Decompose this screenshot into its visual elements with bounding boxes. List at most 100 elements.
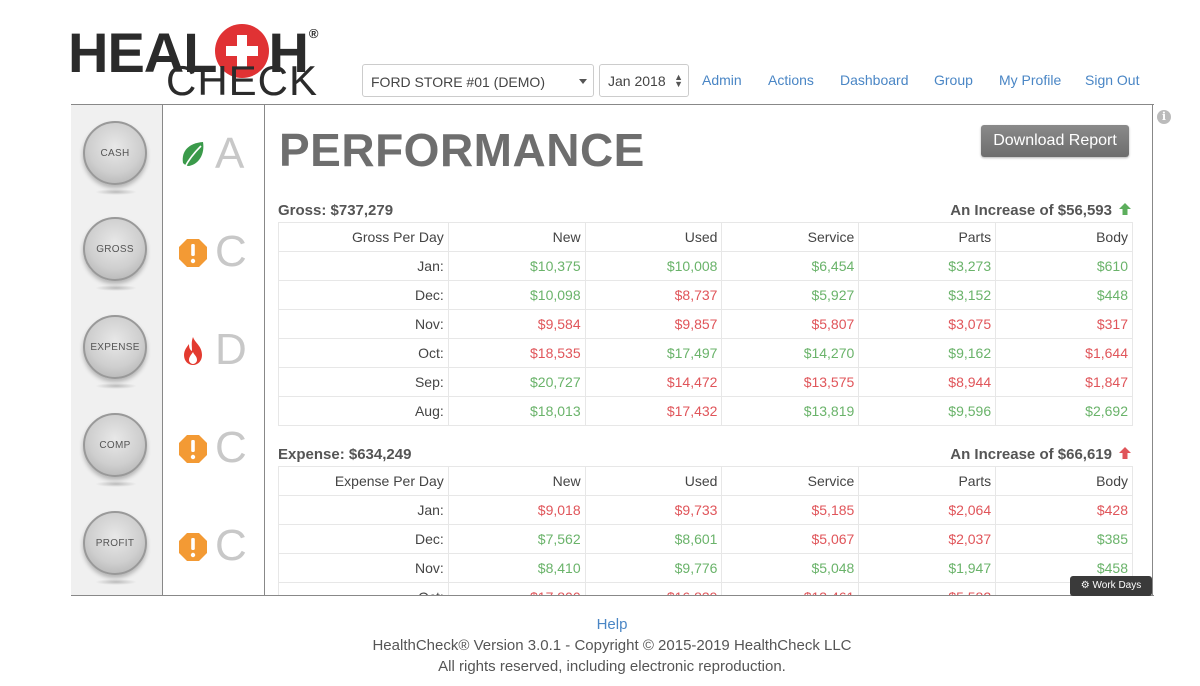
healthcheck-logo[interactable]: HEAL H® CHECK: [68, 6, 330, 102]
table-cell: $10,098: [447, 280, 586, 310]
table-cell: $14,472: [584, 367, 723, 397]
knob-comp[interactable]: COMP: [83, 413, 147, 477]
table-row: Nov: $8,410 $9,776 $5,048 $1,947 $458: [278, 553, 1133, 583]
table-cell: $2,037: [858, 524, 997, 554]
knob-expense[interactable]: EXPENSE: [83, 315, 147, 379]
table-cell: $17,497: [584, 338, 723, 368]
metric-knob-column: CASH GROSS EXPENSE COMP PROFIT: [71, 105, 163, 595]
table-cell: $385: [995, 524, 1133, 554]
table-row: Aug: $18,013 $17,432 $13,819 $9,596 $2,692: [278, 396, 1133, 426]
table-cell: $16,839: [584, 582, 723, 595]
table-cell: $1,947: [858, 553, 997, 583]
knob-gross[interactable]: GROSS: [83, 217, 147, 281]
row-label: Jan:: [278, 495, 449, 525]
table-cell: $20,727: [447, 367, 586, 397]
table-cell: $448: [995, 280, 1133, 310]
table-cell: $610: [995, 251, 1133, 281]
table-cell: $13,819: [721, 396, 860, 426]
grade-cash: A: [163, 129, 265, 179]
row-label: Oct:: [278, 338, 449, 368]
header: HEAL H® CHECK FORD STORE #01 (DEMO) Jan 2…: [0, 0, 1200, 104]
fire-icon: [184, 337, 202, 365]
store-select[interactable]: FORD STORE #01 (DEMO): [362, 64, 594, 97]
row-label: Oct:: [278, 582, 449, 595]
table-cell: $5,067: [721, 524, 860, 554]
grade-profit: C: [163, 521, 265, 571]
warning-octagon-icon: [179, 435, 207, 463]
grade-expense: D: [163, 325, 265, 375]
grade-column: A C D C: [163, 105, 265, 595]
row-label: Jan:: [278, 251, 449, 281]
gross-total: Gross: $737,279: [278, 202, 394, 219]
table-cell: $14,270: [721, 338, 860, 368]
table-cell: $3,273: [858, 251, 997, 281]
table-cell: $9,857: [584, 309, 723, 339]
knob-cash[interactable]: CASH: [83, 121, 147, 185]
table-cell: $5,048: [721, 553, 860, 583]
table-cell: $7,562: [447, 524, 586, 554]
row-label: Aug:: [278, 396, 449, 426]
expense-change: An Increase of $66,619: [950, 446, 1132, 463]
column-header: Body: [995, 222, 1133, 252]
performance-panel: PERFORMANCE Download Report Gross: $737,…: [265, 105, 1153, 595]
column-header: New: [447, 222, 586, 252]
table-row: Jan: $9,018 $9,733 $5,185 $2,064 $428: [278, 495, 1133, 525]
row-label: Dec:: [278, 524, 449, 554]
row-label: Sep:: [278, 367, 449, 397]
nav-dashboard[interactable]: Dashboard: [840, 72, 909, 88]
nav-group[interactable]: Group: [934, 72, 973, 88]
table-cell: $9,776: [584, 553, 723, 583]
chevron-down-icon: [579, 79, 587, 84]
arrow-up-icon: [1119, 203, 1131, 215]
table-row: Oct:$17,800$16,839$13,461$5,582: [278, 582, 1133, 595]
store-select-value: FORD STORE #01 (DEMO): [371, 74, 545, 90]
knob-profit[interactable]: PROFIT: [83, 511, 147, 575]
table-cell: $17,800: [447, 582, 586, 595]
nav-sign-out[interactable]: Sign Out: [1085, 72, 1140, 88]
table-cell: $9,584: [447, 309, 586, 339]
table-cell: $13,461: [721, 582, 860, 595]
table-cell: $3,152: [858, 280, 997, 310]
month-select-value: Jan 2018: [608, 73, 666, 89]
table-cell: $8,944: [858, 367, 997, 397]
table-row: Dec: $10,098 $8,737 $5,927 $3,152 $448: [278, 280, 1133, 310]
column-header: Used: [584, 466, 723, 496]
work-days-button[interactable]: ⚙ Work Days: [1070, 576, 1152, 596]
table-row: Nov: $9,584 $9,857 $5,807 $3,075 $317: [278, 309, 1133, 339]
info-icon[interactable]: i: [1157, 110, 1171, 124]
column-header: New: [447, 466, 586, 496]
table-cell: $5,582: [858, 582, 997, 595]
table-row: Jan: $10,375 $10,008 $6,454 $3,273 $610: [278, 251, 1133, 281]
nav-admin[interactable]: Admin: [702, 72, 742, 88]
warning-octagon-icon: [179, 533, 207, 561]
table-cell: $428: [995, 495, 1133, 525]
column-header: Gross Per Day: [278, 222, 449, 252]
table-cell: $5,807: [721, 309, 860, 339]
download-report-button[interactable]: Download Report: [981, 125, 1129, 157]
month-select[interactable]: Jan 2018 ▲ ▼: [599, 64, 689, 97]
row-label: Nov:: [278, 309, 449, 339]
table-cell: $1,644: [995, 338, 1133, 368]
column-header: Expense Per Day: [278, 466, 449, 496]
table-cell: $5,927: [721, 280, 860, 310]
table-cell: $13,575: [721, 367, 860, 397]
table-cell: $8,737: [584, 280, 723, 310]
table-cell: $317: [995, 309, 1133, 339]
logo-wordmark-top: HEAL H®: [68, 21, 318, 84]
table-row: Sep: $20,727 $14,472 $13,575 $8,944 $1,847: [278, 367, 1133, 397]
leaf-icon: [182, 142, 204, 168]
rights-text: All rights reserved, including electroni…: [438, 658, 786, 675]
table-cell: $18,013: [447, 396, 586, 426]
column-header: Used: [584, 222, 723, 252]
help-link[interactable]: Help: [596, 616, 628, 633]
table-cell: $18,535: [447, 338, 586, 368]
warning-octagon-icon: [179, 239, 207, 267]
nav-my-profile[interactable]: My Profile: [999, 72, 1062, 88]
expense-table: Expense Per Day New Used Service Parts Body Ja…: [278, 466, 1133, 595]
table-cell: $9,162: [858, 338, 997, 368]
table-cell: $2,692: [995, 396, 1133, 426]
table-cell: $8,410: [447, 553, 586, 583]
column-header: Parts: [858, 466, 997, 496]
table-cell: $6,454: [721, 251, 860, 281]
nav-actions[interactable]: Actions: [768, 72, 814, 88]
